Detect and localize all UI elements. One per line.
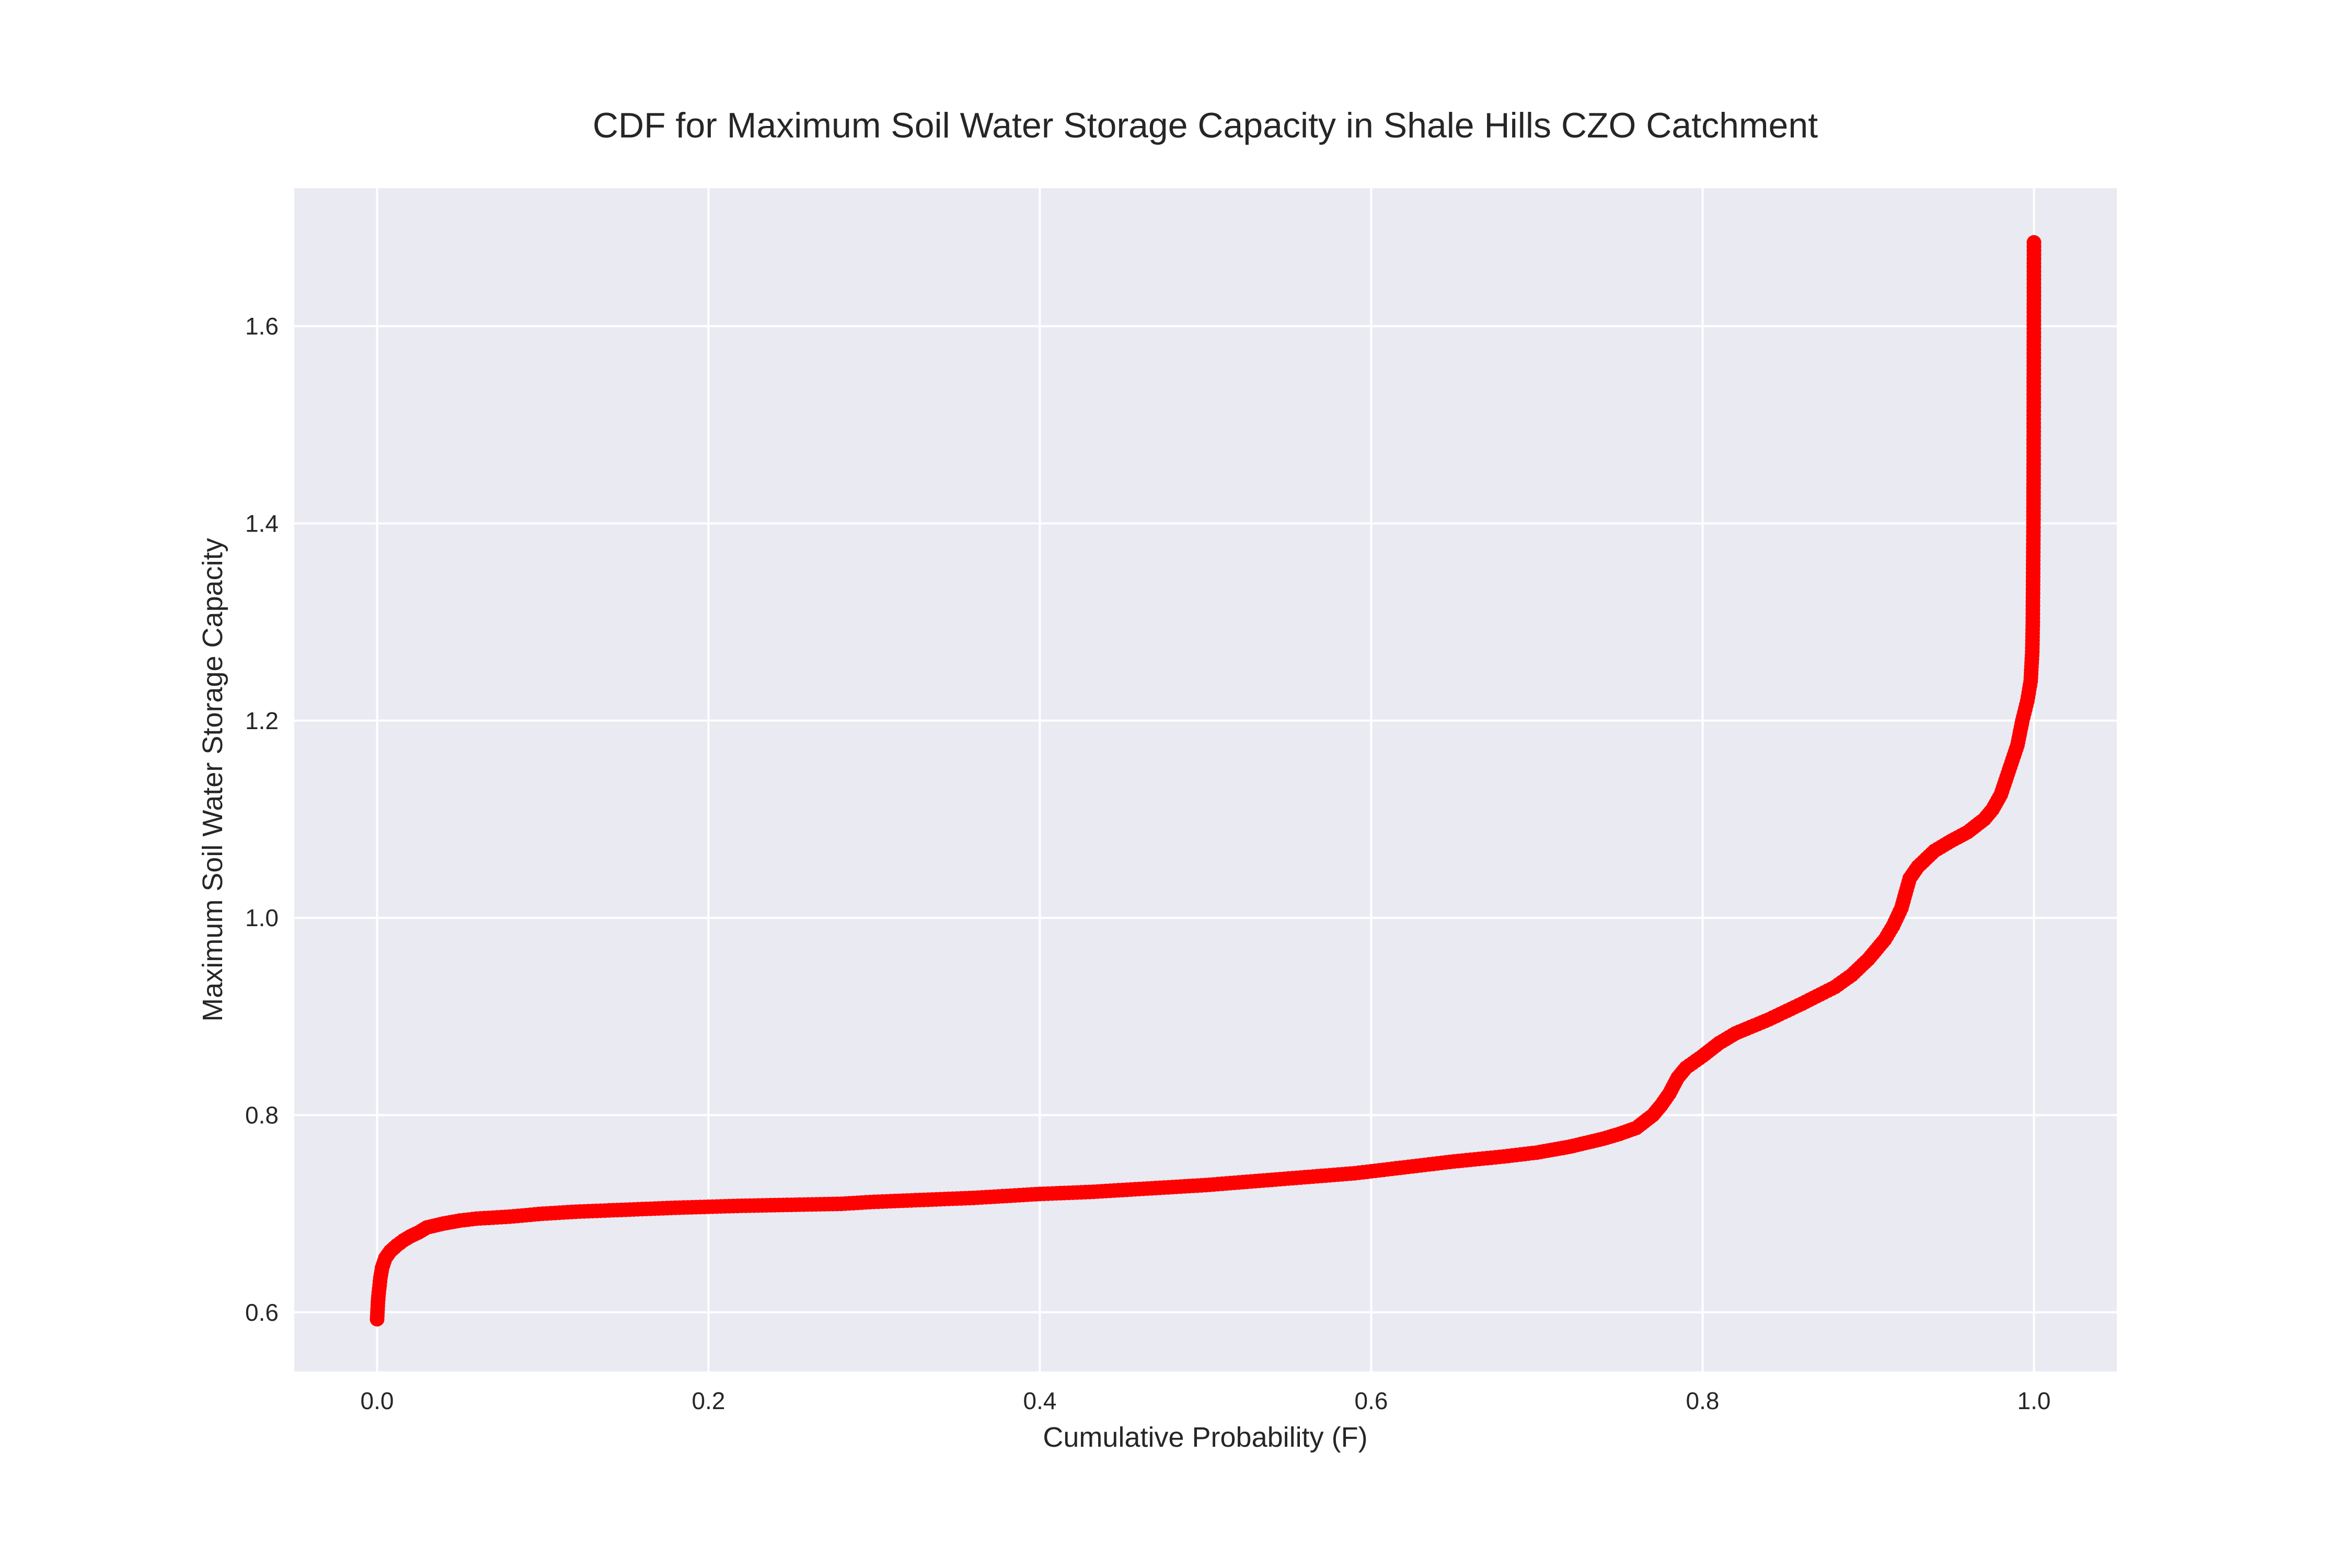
x-tick-label: 1.0	[2017, 1387, 2051, 1414]
y-tick-label: 0.8	[245, 1101, 279, 1128]
y-tick-label: 0.6	[245, 1299, 279, 1326]
plot-background	[294, 188, 2117, 1371]
y-tick-label: 1.6	[245, 313, 279, 340]
data-markers	[370, 235, 2042, 1327]
y-tick-label: 1.4	[245, 510, 279, 537]
x-axis-ticks: 0.0 0.2 0.4 0.6 0.8 1.0	[361, 1387, 2051, 1414]
x-tick-label: 0.2	[692, 1387, 725, 1414]
x-tick-label: 0.0	[361, 1387, 394, 1414]
y-tick-label: 1.2	[245, 707, 279, 734]
y-axis-label: Maximum Soil Water Storage Capacity	[197, 538, 228, 1021]
x-tick-label: 0.6	[1355, 1387, 1388, 1414]
data-point	[2026, 235, 2042, 250]
x-axis-label: Cumulative Probability (F)	[1043, 1422, 1367, 1453]
x-tick-label: 0.8	[1686, 1387, 1720, 1414]
series	[370, 235, 2042, 1327]
y-axis-ticks: 0.6 0.8 1.0 1.2 1.4 1.6	[245, 313, 279, 1326]
chart-title: CDF for Maximum Soil Water Storage Capac…	[593, 106, 1818, 145]
x-tick-label: 0.4	[1023, 1387, 1057, 1414]
y-tick-label: 1.0	[245, 904, 279, 931]
